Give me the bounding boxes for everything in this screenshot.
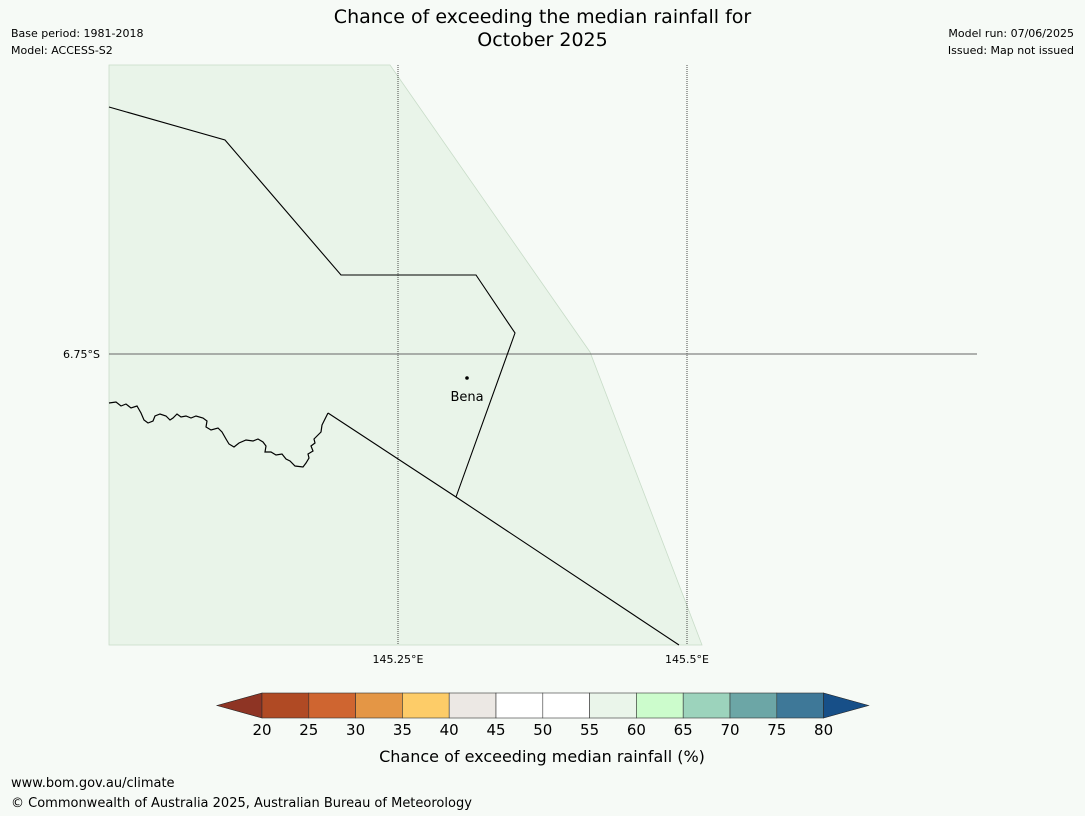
colorbar-tick-label: 65: [674, 721, 693, 739]
colorbar-cell: [636, 692, 684, 719]
colorbar-cell: [448, 692, 497, 719]
colorbar-cell: [682, 692, 731, 719]
lon-label-145.5: 145.5°E: [665, 653, 709, 666]
district-boundary: [108, 106, 516, 498]
footer: www.bom.gov.au/climate © Commonwealth of…: [11, 774, 472, 813]
base-period-text: Base period: 1981-2018: [11, 27, 144, 40]
colorbar-tick-label: 60: [627, 721, 646, 739]
colorbar-cell: [589, 692, 637, 719]
colorbar-tick-label: 25: [299, 721, 318, 739]
meta-right: Model run: 07/06/2025 Issued: Map not is…: [948, 25, 1074, 59]
colorbar-extend-low: [215, 692, 263, 719]
colorbar-cell: [495, 692, 544, 719]
title-line-2: October 2025: [477, 29, 608, 51]
colorbar-cell: [402, 692, 450, 719]
colorbar-cell: [776, 692, 824, 719]
place-label: Bena: [450, 390, 483, 405]
footer-copyright: © Commonwealth of Australia 2025, Austra…: [11, 795, 472, 811]
colorbar-title: Chance of exceeding median rainfall (%): [379, 747, 705, 766]
colorbar-tick-label: 70: [720, 721, 739, 739]
colorbar-ticks: 20 25 30 35 40 45 50 55 60 65 70 75 80: [252, 721, 833, 739]
model-text: Model: ACCESS-S2: [11, 44, 113, 57]
model-run-text: Model run: 07/06/2025: [948, 27, 1074, 40]
colorbar-tick-label: 55: [580, 721, 599, 739]
colorbar-cell: [308, 692, 356, 719]
colorbar-tick-label: 35: [393, 721, 412, 739]
colorbar-tick-label: 20: [252, 721, 271, 739]
colorbar-cell: [542, 692, 590, 719]
title-line-1: Chance of exceeding the median rainfall …: [333, 6, 752, 28]
colorbar: [215, 692, 870, 719]
colorbar-tick-label: 80: [814, 721, 833, 739]
issued-text: Issued: Map not issued: [947, 44, 1074, 57]
footer-url: www.bom.gov.au/climate: [11, 776, 175, 791]
lon-label-145.25: 145.25°E: [373, 653, 424, 666]
lat-label: 6.75°S: [63, 348, 100, 361]
province-boundary: [327, 412, 680, 646]
colorbar-extend-high: [823, 692, 870, 719]
colorbar-tick-label: 45: [486, 721, 505, 739]
colorbar-tick-label: 30: [346, 721, 365, 739]
colorbar-cell: [261, 692, 310, 719]
colorbar-tick-label: 75: [767, 721, 786, 739]
map-title: Chance of exceeding the median rainfall …: [0, 6, 1085, 52]
river-boundary: [108, 401, 329, 468]
colorbar-cell: [355, 692, 403, 719]
colorbar-tick-label: 50: [533, 721, 552, 739]
place-marker: [465, 376, 469, 380]
meta-left: Base period: 1981-2018 Model: ACCESS-S2: [11, 25, 143, 59]
colorbar-tick-label: 40: [440, 721, 459, 739]
colorbar-cell: [729, 692, 778, 719]
land-shading: [108, 64, 703, 646]
